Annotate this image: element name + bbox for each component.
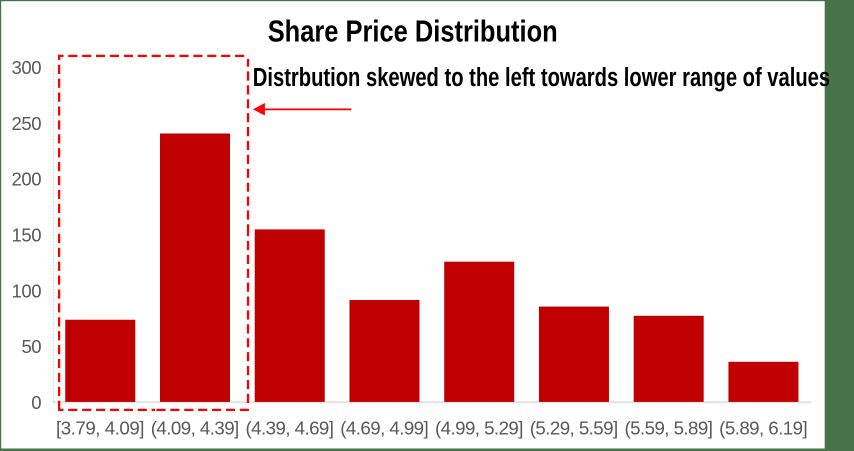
svg-text:(4.09, 4.39]: (4.09, 4.39] [151,417,239,438]
svg-text:Distrbution skewed to the left: Distrbution skewed to the left towards l… [253,62,830,92]
svg-text:[3.79, 4.09]: [3.79, 4.09] [56,417,145,438]
svg-text:200: 200 [12,169,42,190]
svg-text:(4.69, 4.99]: (4.69, 4.99] [340,417,429,438]
svg-text:(5.59, 5.89]: (5.59, 5.89] [624,417,713,438]
svg-text:(5.89, 6.19]: (5.89, 6.19] [719,417,808,438]
svg-text:(4.39, 4.69]: (4.39, 4.69] [245,417,334,438]
svg-text:300: 300 [12,57,42,78]
svg-text:50: 50 [22,336,42,357]
svg-text:(5.29, 5.59]: (5.29, 5.59] [530,417,619,438]
svg-text:150: 150 [12,225,42,246]
svg-text:0: 0 [31,392,41,413]
svg-text:100: 100 [12,280,42,301]
svg-text:250: 250 [12,113,42,134]
svg-text:(4.99, 5.29]: (4.99, 5.29] [435,417,523,438]
svg-text:Share Price Distribution: Share Price Distribution [268,13,558,48]
